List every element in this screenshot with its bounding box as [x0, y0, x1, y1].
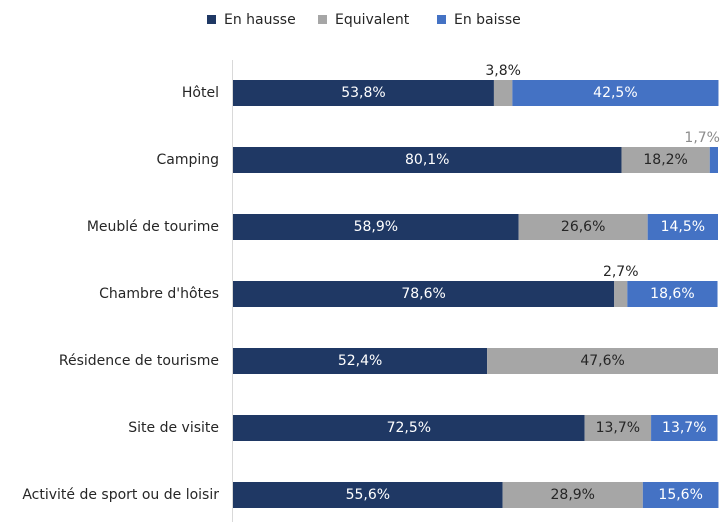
bar-segment — [233, 214, 519, 240]
value-label: 1,7% — [684, 130, 720, 146]
bar-segment — [233, 147, 622, 173]
value-label: 2,7% — [603, 264, 639, 280]
value-label: 58,9% — [354, 219, 398, 235]
legend-swatch — [318, 15, 327, 24]
bar-segment — [233, 348, 488, 374]
value-label: 18,6% — [650, 286, 694, 302]
value-label: 47,6% — [580, 353, 624, 369]
y-tick-label: Activité de sport ou de loisir — [22, 487, 219, 503]
y-tick-label: Meublé de tourime — [87, 219, 219, 235]
bar-segment — [614, 281, 628, 307]
bar-segment — [233, 482, 503, 508]
bar-segment — [233, 415, 585, 441]
value-label: 80,1% — [405, 152, 449, 168]
value-label: 55,6% — [346, 487, 390, 503]
value-label: 18,2% — [643, 152, 687, 168]
bar-segment — [487, 348, 718, 374]
bar-segment — [518, 214, 648, 240]
legend-swatch — [437, 15, 446, 24]
value-label: 52,4% — [338, 353, 382, 369]
y-tick-label: Camping — [156, 152, 219, 168]
y-tick-label: Résidence de tourisme — [59, 353, 219, 369]
y-tick-label: Chambre d'hôtes — [99, 286, 219, 302]
bar-segment — [512, 80, 719, 106]
bar-segment — [233, 80, 494, 106]
bar-segment — [627, 281, 718, 307]
bar-segment — [647, 214, 718, 240]
value-label: 3,8% — [485, 63, 521, 79]
value-label: 15,6% — [658, 487, 702, 503]
y-tick-label: Site de visite — [128, 420, 219, 436]
value-label: 53,8% — [341, 85, 385, 101]
bar-segment — [621, 147, 710, 173]
bar-segment — [709, 147, 718, 173]
y-tick-label: Hôtel — [182, 85, 219, 101]
value-label: 14,5% — [661, 219, 705, 235]
value-label: 26,6% — [561, 219, 605, 235]
legend-label: Equivalent — [335, 12, 410, 28]
legend-label: En hausse — [224, 12, 296, 28]
legend-swatch — [207, 15, 216, 24]
bar-segment — [233, 281, 615, 307]
bar-segment — [651, 415, 718, 441]
bar-segment — [584, 415, 652, 441]
value-label: 42,5% — [593, 85, 637, 101]
value-label: 13,7% — [596, 420, 640, 436]
value-label: 28,9% — [551, 487, 595, 503]
value-label: 78,6% — [401, 286, 445, 302]
value-label: 72,5% — [387, 420, 431, 436]
bar-segment — [642, 482, 719, 508]
bar-segment — [493, 80, 513, 106]
bar-segment — [502, 482, 643, 508]
legend-label: En baisse — [454, 12, 521, 28]
value-label: 13,7% — [662, 420, 706, 436]
